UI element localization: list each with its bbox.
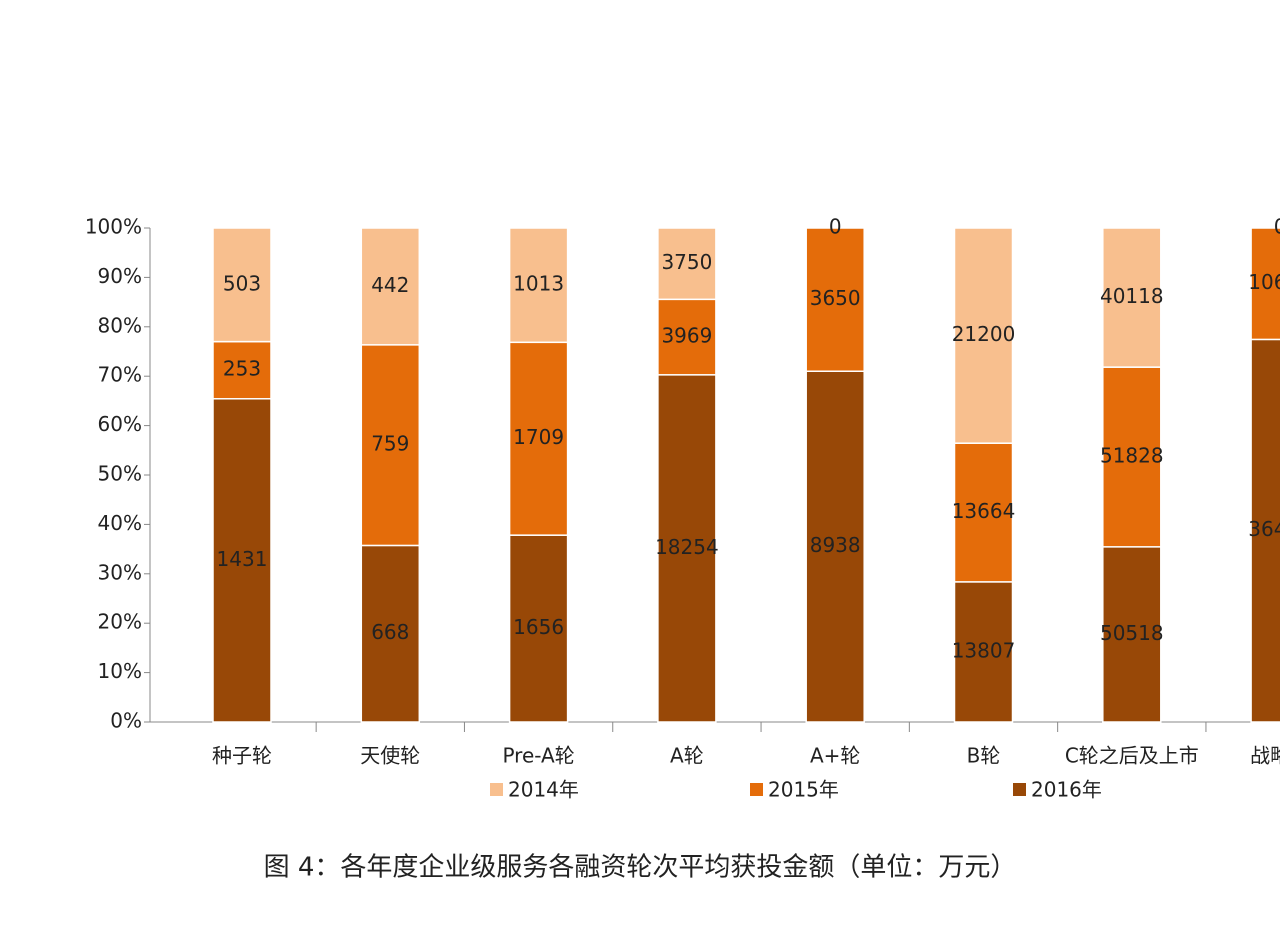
data-label: 1656: [513, 615, 564, 639]
data-label: 36400: [1248, 517, 1280, 541]
bar-segment: [212, 398, 272, 723]
bar-segment: [212, 227, 272, 343]
x-tick-label: 战略、: [1250, 744, 1280, 768]
data-label: 51828: [1100, 443, 1164, 467]
data-label: 13664: [952, 499, 1016, 523]
bar-segment: [657, 374, 717, 723]
data-label: 3650: [810, 286, 861, 310]
y-tick-label: 50%: [98, 462, 142, 486]
bar-segment: [1102, 227, 1162, 368]
data-label: 3750: [661, 250, 712, 274]
legend-label: 2014年: [508, 778, 579, 802]
data-label: 50518: [1100, 621, 1164, 645]
bar-segment: [1102, 546, 1162, 723]
data-label: 1431: [217, 547, 268, 571]
x-tick-label: C轮之后及上市: [1065, 744, 1199, 768]
x-tick-label: 天使轮: [360, 744, 420, 768]
bar-segment: [360, 344, 421, 547]
x-tick-label: A轮: [670, 744, 704, 768]
y-tick-label: 10%: [98, 659, 142, 683]
legend-swatch: [490, 783, 503, 796]
y-tick-label: 80%: [98, 313, 142, 337]
data-label: 18254: [655, 535, 719, 559]
y-tick-label: 100%: [85, 215, 142, 239]
y-tick-label: 70%: [98, 363, 142, 387]
bar-segment: [1250, 338, 1280, 723]
x-tick-label: 种子轮: [212, 744, 272, 768]
data-label: 442: [371, 273, 409, 297]
data-label: 0: [829, 215, 842, 239]
bar-segment: [953, 442, 1014, 583]
y-tick-label: 20%: [98, 610, 142, 634]
y-tick-label: 90%: [98, 264, 142, 288]
y-tick-label: 0%: [110, 709, 142, 733]
bar-segment: [1102, 366, 1162, 548]
data-label: 10600: [1248, 270, 1280, 294]
bar-segment: [508, 341, 569, 536]
data-label: 503: [223, 271, 261, 295]
data-label: 0: [1274, 215, 1280, 239]
data-label: 13807: [952, 638, 1016, 662]
data-label: 3969: [661, 324, 712, 348]
bar-segment: [805, 370, 865, 723]
bar-segment: [508, 227, 569, 344]
caption: 图 4：各年度企业级服务各融资轮次平均获投金额（单位：万元）: [264, 853, 1017, 883]
bar-segment: [1250, 227, 1280, 341]
y-tick-label: 60%: [98, 412, 142, 436]
data-label: 1709: [513, 425, 564, 449]
data-label: 40118: [1100, 284, 1164, 308]
legend-label: 2015年: [768, 778, 839, 802]
data-label: 1013: [513, 272, 564, 296]
x-tick-label: B轮: [967, 744, 1001, 768]
legend-swatch: [750, 783, 763, 796]
bar-segment: [805, 227, 865, 372]
legend-swatch: [1013, 783, 1026, 796]
legend-label: 2016年: [1031, 778, 1102, 802]
y-tick-label: 40%: [98, 511, 142, 535]
y-tick-label: 30%: [98, 560, 142, 584]
data-label: 759: [371, 432, 409, 456]
data-label: 253: [223, 357, 261, 381]
x-tick-label: A+轮: [810, 744, 860, 768]
bar-segment: [360, 544, 421, 723]
bar-segment: [212, 340, 272, 400]
x-tick-label: Pre-A轮: [502, 744, 574, 768]
bar-segment: [360, 227, 421, 346]
data-label: 21200: [952, 322, 1016, 346]
bar-segment: [657, 227, 717, 301]
data-label: 8938: [810, 533, 861, 557]
data-label: 668: [371, 620, 409, 644]
bar-segment: [953, 227, 1014, 444]
